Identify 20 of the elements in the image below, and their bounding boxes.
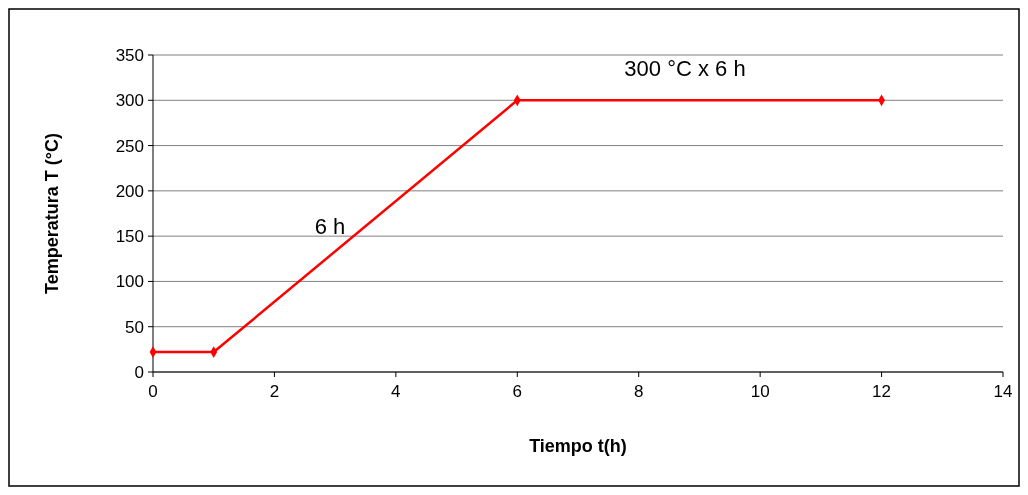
y-tick-label: 0 — [134, 362, 144, 382]
x-tick-label: 4 — [391, 382, 401, 401]
annotation: 6 h — [314, 213, 346, 239]
x-axis-title: Tiempo t(h) — [529, 436, 627, 456]
y-axis-title: Temperatura T (°C) — [42, 133, 62, 294]
y-tick-label: 350 — [115, 45, 144, 65]
annotation: 300 °C x 6 h — [624, 55, 746, 81]
y-tick-label: 150 — [115, 227, 144, 247]
x-tick-label: 14 — [993, 382, 1013, 401]
y-tick-label: 200 — [115, 181, 144, 201]
x-tick-label: 8 — [633, 382, 644, 401]
y-tick-label: 300 — [115, 91, 144, 111]
x-tick-label: 10 — [750, 382, 770, 401]
y-tick-label: 100 — [115, 272, 144, 292]
x-tick-label: 12 — [872, 382, 892, 401]
y-tick-label: 50 — [125, 317, 144, 337]
x-tick-label: 0 — [148, 382, 158, 401]
x-tick-label: 6 — [512, 382, 523, 401]
x-tick-label: 2 — [269, 382, 280, 401]
y-tick-label: 250 — [115, 136, 144, 156]
